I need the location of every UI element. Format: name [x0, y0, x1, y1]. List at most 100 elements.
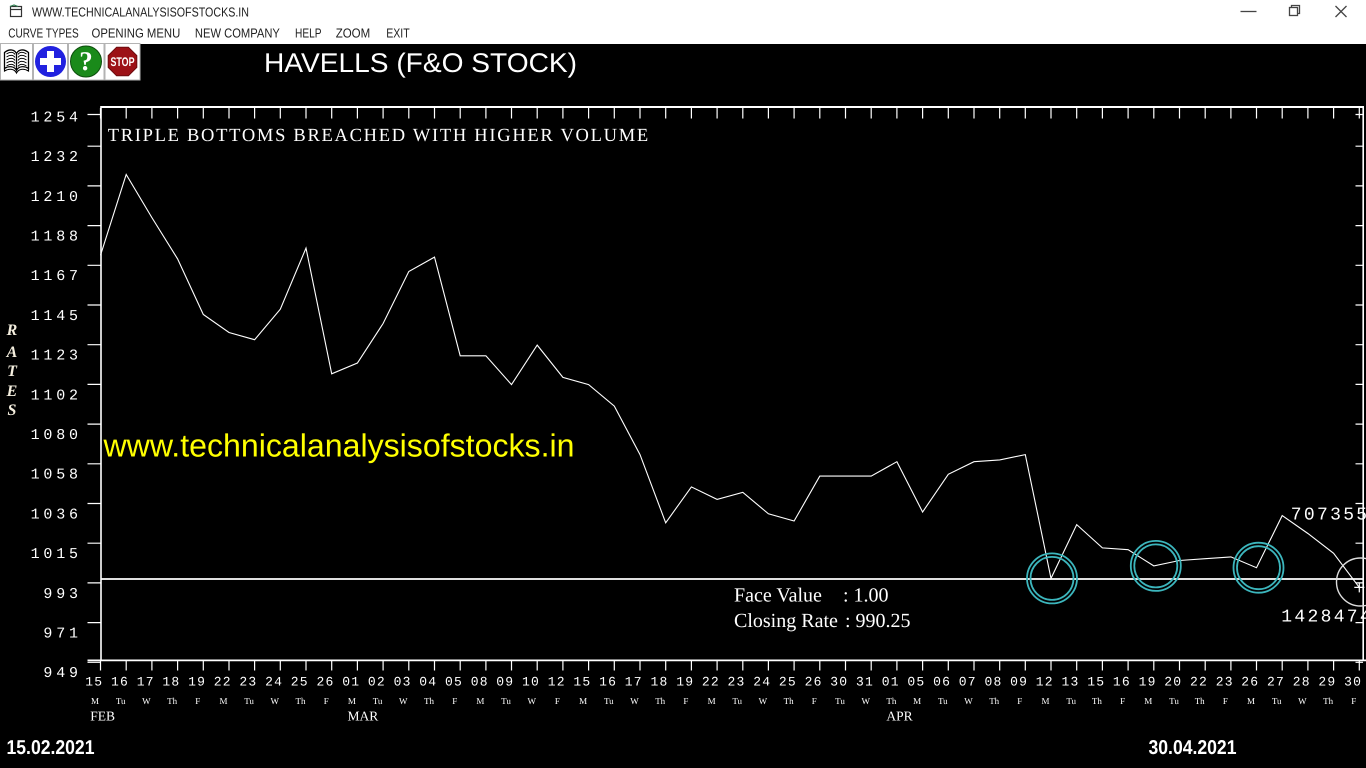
svg-text:TRIPLE BOTTOMS BREACHED WITH H: TRIPLE BOTTOMS BREACHED WITH HIGHER VOLU… — [108, 126, 651, 146]
svg-text:20: 20 — [1164, 675, 1182, 690]
svg-text:M: M — [1247, 696, 1255, 706]
svg-text:HAVELLS (F&O STOCK): HAVELLS (F&O STOCK) — [264, 48, 577, 78]
svg-text:24: 24 — [265, 675, 283, 690]
svg-text:Th: Th — [989, 696, 999, 706]
svg-text:F: F — [1120, 696, 1125, 706]
svg-text:1210: 1210 — [31, 189, 82, 206]
svg-text:18: 18 — [162, 675, 180, 690]
svg-text:Th: Th — [1092, 696, 1102, 706]
svg-text:28: 28 — [1293, 675, 1311, 690]
svg-text:16: 16 — [111, 675, 129, 690]
svg-text:W: W — [399, 696, 408, 706]
svg-text:1145: 1145 — [31, 308, 82, 325]
svg-text:Tu: Tu — [244, 696, 254, 706]
svg-text:17: 17 — [625, 675, 643, 690]
svg-text:15: 15 — [1087, 675, 1105, 690]
svg-text:707355: 707355 — [1291, 506, 1366, 526]
svg-text:ZOOM: ZOOM — [336, 26, 371, 41]
svg-text:13: 13 — [1062, 675, 1080, 690]
svg-text:16: 16 — [1113, 675, 1131, 690]
svg-text:Th: Th — [424, 696, 434, 706]
svg-text:1188: 1188 — [31, 229, 82, 246]
svg-text:01: 01 — [882, 675, 900, 690]
svg-text:29: 29 — [1318, 675, 1336, 690]
svg-text:Tu: Tu — [116, 696, 126, 706]
svg-text:949: 949 — [43, 665, 81, 682]
svg-text:NEW COMPANY: NEW COMPANY — [195, 26, 280, 41]
svg-text:MAR: MAR — [348, 709, 379, 724]
svg-text:23: 23 — [1216, 675, 1234, 690]
svg-text:01: 01 — [342, 675, 360, 690]
svg-text:W: W — [630, 696, 639, 706]
svg-text:971: 971 — [43, 626, 81, 643]
svg-text:M: M — [1144, 696, 1152, 706]
svg-text:22: 22 — [1190, 675, 1208, 690]
svg-text:Th: Th — [1195, 696, 1205, 706]
svg-text:F: F — [324, 696, 329, 706]
svg-text:25: 25 — [779, 675, 797, 690]
svg-text:05: 05 — [445, 675, 463, 690]
svg-text:R: R — [6, 322, 18, 339]
svg-text:APR: APR — [886, 709, 912, 724]
svg-text:W: W — [1298, 696, 1307, 706]
svg-text:09: 09 — [496, 675, 514, 690]
svg-text:Th: Th — [296, 696, 306, 706]
svg-text:Tu: Tu — [501, 696, 511, 706]
svg-text:31: 31 — [856, 675, 874, 690]
svg-text:S: S — [8, 402, 17, 419]
svg-text:OPENING MENU: OPENING MENU — [92, 26, 181, 41]
svg-text:W: W — [142, 696, 151, 706]
svg-text:E: E — [6, 383, 18, 400]
svg-text:FEB: FEB — [90, 709, 115, 724]
svg-text:Tu: Tu — [604, 696, 614, 706]
svg-text:M: M — [91, 696, 99, 706]
svg-text:M: M — [219, 696, 227, 706]
svg-text:27: 27 — [1267, 675, 1285, 690]
svg-text:19: 19 — [188, 675, 206, 690]
svg-text:Tu: Tu — [1066, 696, 1076, 706]
svg-text:07: 07 — [959, 675, 977, 690]
svg-text:10: 10 — [522, 675, 540, 690]
svg-text:Tu: Tu — [732, 696, 742, 706]
svg-text:22: 22 — [702, 675, 720, 690]
svg-text:1428474: 1428474 — [1281, 608, 1366, 628]
svg-text:15: 15 — [573, 675, 591, 690]
svg-text:Tu: Tu — [835, 696, 845, 706]
svg-text:06: 06 — [933, 675, 951, 690]
svg-text:16: 16 — [599, 675, 617, 690]
svg-text:F: F — [683, 696, 688, 706]
svg-text:23: 23 — [728, 675, 746, 690]
svg-text:1080: 1080 — [31, 427, 82, 444]
svg-text:W: W — [527, 696, 536, 706]
svg-text:STOP: STOP — [111, 55, 135, 69]
svg-text:W: W — [861, 696, 870, 706]
svg-text:Tu: Tu — [1169, 696, 1179, 706]
svg-text:19: 19 — [676, 675, 694, 690]
svg-text:W: W — [964, 696, 973, 706]
svg-text:30: 30 — [1344, 675, 1362, 690]
svg-text:08: 08 — [985, 675, 1003, 690]
svg-text:Tu: Tu — [938, 696, 948, 706]
svg-text:F: F — [452, 696, 457, 706]
svg-text:18: 18 — [651, 675, 669, 690]
svg-text:1102: 1102 — [31, 387, 82, 404]
svg-text:1232: 1232 — [31, 149, 82, 166]
svg-text:Th: Th — [1323, 696, 1333, 706]
svg-text:26: 26 — [317, 675, 335, 690]
svg-text:W: W — [271, 696, 280, 706]
svg-text:M: M — [913, 696, 921, 706]
svg-text:1015: 1015 — [31, 546, 82, 563]
svg-text:04: 04 — [419, 675, 437, 690]
svg-text:17: 17 — [137, 675, 155, 690]
svg-text:12: 12 — [1036, 675, 1054, 690]
svg-text:F: F — [1351, 696, 1356, 706]
svg-text:24: 24 — [753, 675, 771, 690]
svg-text:: 990.25: : 990.25 — [845, 610, 911, 632]
svg-text:Closing Rate: Closing Rate — [734, 610, 838, 632]
svg-text:22: 22 — [214, 675, 232, 690]
svg-text:A: A — [6, 344, 18, 361]
svg-text:1058: 1058 — [31, 467, 82, 484]
svg-text:T: T — [7, 363, 18, 380]
svg-text:EXIT: EXIT — [386, 26, 410, 41]
svg-text:Th: Th — [167, 696, 177, 706]
